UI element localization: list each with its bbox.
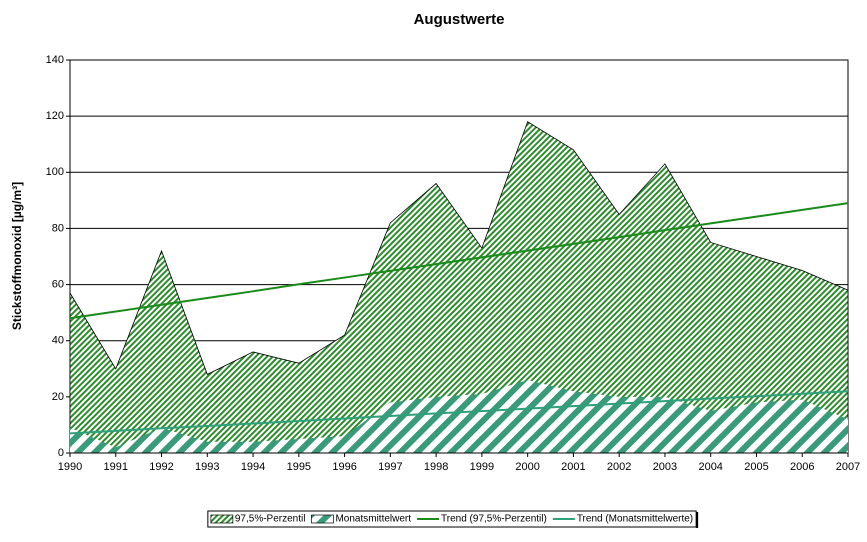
x-tick-label: 1991 <box>104 461 128 473</box>
legend-swatch <box>210 514 234 524</box>
y-tick-label: 20 <box>52 391 64 403</box>
y-tick-label: 80 <box>52 222 64 234</box>
x-tick-label: 2005 <box>744 461 768 473</box>
chart-title: Augustwerte <box>414 11 505 28</box>
y-axis-label: Stickstoffmonoxid [µg/m³] <box>10 182 24 330</box>
x-tick-label: 1996 <box>332 461 356 473</box>
y-tick-label: 120 <box>46 110 64 122</box>
x-tick-label: 2004 <box>698 461 722 473</box>
area <box>70 380 848 453</box>
x-tick-label: 1990 <box>58 461 82 473</box>
x-tick-label: 2000 <box>515 461 539 473</box>
y-tick-label: 40 <box>52 335 64 347</box>
x-tick-label: 1992 <box>149 461 173 473</box>
x-tick-label: 1995 <box>287 461 311 473</box>
x-tick-label: 2006 <box>790 461 814 473</box>
x-tick-label: 2003 <box>653 461 677 473</box>
y-tick-label: 140 <box>46 54 64 66</box>
area <box>69 121 849 454</box>
y-tick-label: 100 <box>46 166 64 178</box>
legend-swatch <box>311 514 334 524</box>
x-tick-label: 1998 <box>424 461 448 473</box>
legend-label: 97,5%-Perzentil <box>235 514 306 525</box>
x-tick-label: 1999 <box>470 461 494 473</box>
x-tick-label: 1993 <box>195 461 219 473</box>
trend-line <box>69 202 849 320</box>
legend-label: Trend (97,5%-Perzentil) <box>441 514 547 525</box>
legend-label: Monatsmittelwert <box>335 514 411 525</box>
y-tick-label: 60 <box>52 278 64 290</box>
trend-line <box>69 390 849 435</box>
x-tick-label: 2007 <box>836 461 860 473</box>
y-tick-label: 0 <box>58 447 64 459</box>
x-tick-label: 2002 <box>607 461 631 473</box>
x-tick-label: 2001 <box>561 461 585 473</box>
legend-label: Trend (Monatsmittelwerte) <box>577 514 693 525</box>
x-tick-label: 1994 <box>241 461 265 473</box>
legend: 97,5%-Perzentil Monatsmittelwert Trend (97… <box>207 510 699 528</box>
x-tick-label: 1997 <box>378 461 402 473</box>
